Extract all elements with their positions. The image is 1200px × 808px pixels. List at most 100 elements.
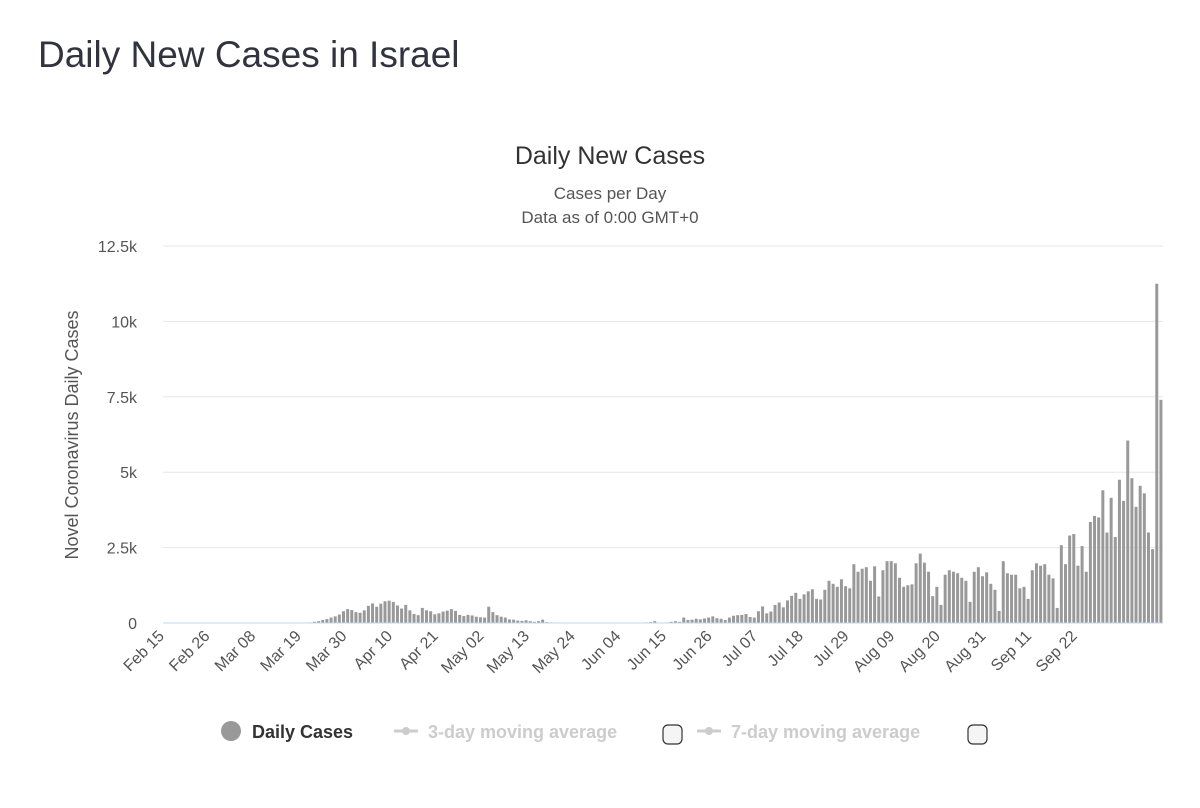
bar[interactable] [496, 615, 499, 623]
legend-3day-checkbox[interactable] [663, 725, 682, 744]
bar[interactable] [500, 617, 503, 623]
bar[interactable] [392, 602, 395, 623]
bar[interactable] [1072, 534, 1075, 623]
bar[interactable] [886, 561, 889, 623]
bar[interactable] [363, 610, 366, 623]
legend-3day-average[interactable]: 3-day moving average [394, 722, 617, 742]
bar[interactable] [699, 619, 702, 623]
bar[interactable] [790, 596, 793, 623]
bar[interactable] [1035, 563, 1038, 623]
bar[interactable] [1097, 517, 1100, 623]
bar[interactable] [454, 611, 457, 623]
bar[interactable] [774, 605, 777, 623]
bar[interactable] [935, 587, 938, 623]
bar[interactable] [732, 616, 735, 623]
bar[interactable] [421, 608, 424, 623]
bar[interactable] [425, 610, 428, 623]
bar[interactable] [1010, 575, 1013, 623]
bar[interactable] [1056, 608, 1059, 623]
bar[interactable] [985, 572, 988, 623]
bar[interactable] [919, 554, 922, 623]
bar[interactable] [350, 610, 353, 623]
bar[interactable] [778, 602, 781, 623]
bar[interactable] [471, 615, 474, 623]
bar[interactable] [740, 615, 743, 623]
bar[interactable] [973, 572, 976, 623]
bar[interactable] [761, 606, 764, 623]
bar[interactable] [1018, 588, 1021, 623]
bar[interactable] [475, 617, 478, 623]
bar[interactable] [1139, 486, 1142, 623]
bar[interactable] [1147, 533, 1150, 623]
bar[interactable] [1130, 478, 1133, 623]
bar[interactable] [910, 584, 913, 623]
bar[interactable] [1076, 566, 1079, 623]
bar[interactable] [898, 578, 901, 623]
bar[interactable] [807, 591, 810, 623]
bar[interactable] [429, 611, 432, 623]
bar[interactable] [504, 618, 507, 623]
bar[interactable] [952, 572, 955, 623]
bar[interactable] [462, 616, 465, 623]
bar[interactable] [948, 570, 951, 623]
bar[interactable] [375, 607, 378, 623]
bar[interactable] [931, 596, 934, 623]
bar[interactable] [728, 618, 731, 623]
bar[interactable] [508, 619, 511, 623]
bar[interactable] [765, 613, 768, 623]
bar[interactable] [753, 618, 756, 623]
bar[interactable] [413, 614, 416, 623]
bar[interactable] [782, 607, 785, 623]
bar[interactable] [487, 607, 490, 623]
bar[interactable] [969, 602, 972, 623]
bar[interactable] [1039, 566, 1042, 623]
bar[interactable] [396, 606, 399, 623]
bar[interactable] [483, 618, 486, 623]
bar[interactable] [1159, 400, 1162, 623]
bar[interactable] [338, 615, 341, 623]
bar[interactable] [682, 618, 685, 623]
bar[interactable] [869, 581, 872, 623]
bar[interactable] [890, 561, 893, 623]
bar[interactable] [827, 581, 830, 623]
bar[interactable] [960, 578, 963, 623]
bar[interactable] [964, 581, 967, 623]
bar[interactable] [749, 617, 752, 623]
bar[interactable] [1052, 578, 1055, 623]
bar[interactable] [865, 567, 868, 623]
bar[interactable] [715, 618, 718, 623]
bar[interactable] [1114, 537, 1117, 623]
bar[interactable] [1151, 549, 1154, 623]
bar[interactable] [1101, 490, 1104, 623]
bar[interactable] [803, 594, 806, 623]
bar[interactable] [823, 590, 826, 623]
bar[interactable] [325, 619, 328, 623]
bar[interactable] [811, 589, 814, 623]
bar[interactable] [736, 615, 739, 623]
bar[interactable] [367, 606, 370, 623]
bar[interactable] [836, 587, 839, 623]
bar[interactable] [342, 611, 345, 623]
bar[interactable] [977, 567, 980, 623]
legend-daily-cases[interactable]: Daily Cases [221, 721, 353, 742]
bar[interactable] [442, 612, 445, 623]
bar[interactable] [466, 615, 469, 623]
bar[interactable] [1014, 575, 1017, 623]
bar[interactable] [379, 604, 382, 623]
bar[interactable] [757, 611, 760, 623]
bar[interactable] [873, 566, 876, 623]
bar[interactable] [840, 579, 843, 623]
bar[interactable] [1006, 573, 1009, 623]
bar[interactable] [852, 564, 855, 623]
bar[interactable] [1126, 441, 1129, 623]
bar[interactable] [923, 563, 926, 623]
bar[interactable] [446, 611, 449, 623]
legend-7day-checkbox[interactable] [968, 725, 987, 744]
bar[interactable] [832, 584, 835, 623]
bar[interactable] [998, 611, 1001, 623]
bar[interactable] [1060, 545, 1063, 623]
bar[interactable] [786, 600, 789, 623]
bar[interactable] [815, 599, 818, 623]
bar[interactable] [711, 616, 714, 623]
bar[interactable] [437, 613, 440, 623]
